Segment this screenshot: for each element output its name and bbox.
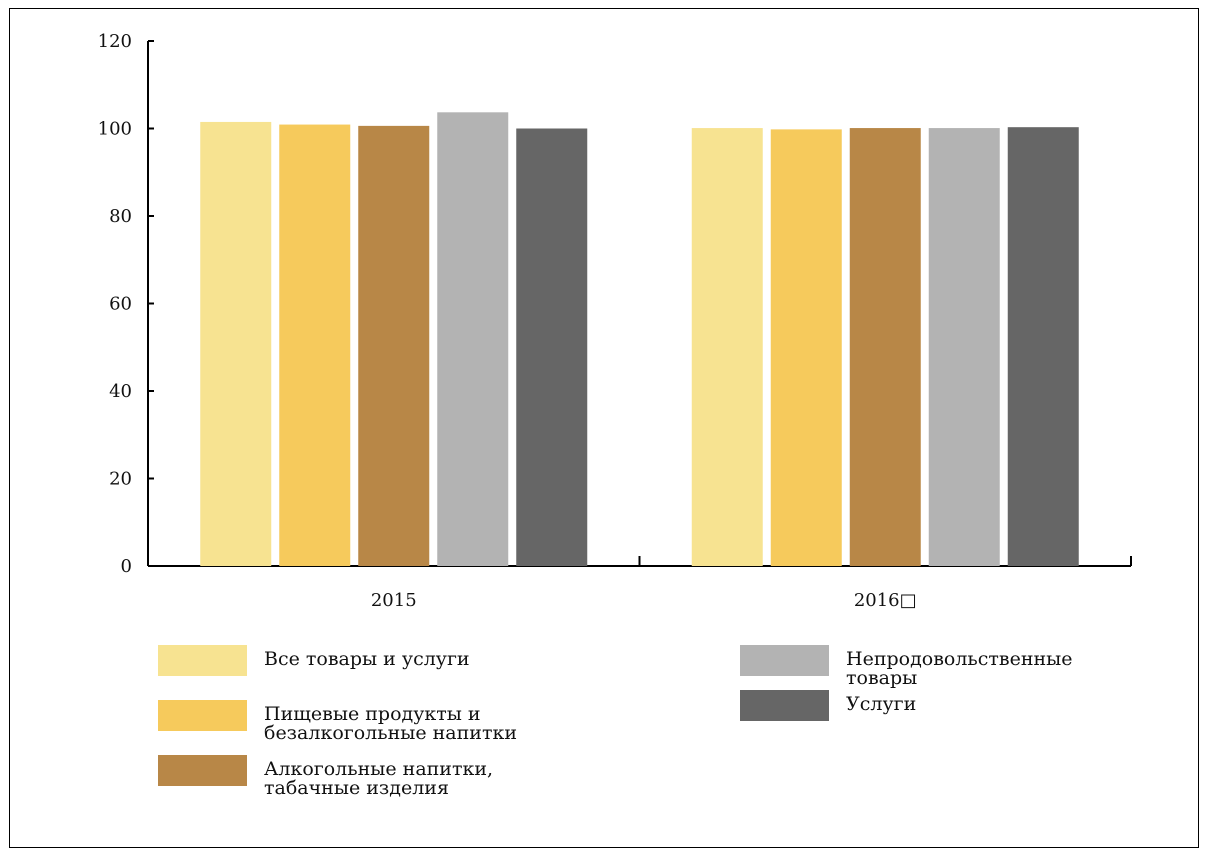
bar — [279, 124, 351, 566]
bar-chart: 0 20 40 60 80 100 120 2015 2016□ — [98, 31, 1132, 611]
bar — [928, 128, 1000, 566]
y-tick-label: 80 — [109, 206, 132, 227]
bar — [1007, 127, 1079, 566]
bar — [691, 128, 763, 566]
legend-item: Услуги — [740, 690, 1136, 721]
bar — [770, 129, 842, 566]
legend-label: Все товары и услуги — [264, 648, 470, 670]
legend-swatch — [158, 755, 247, 786]
bar — [516, 128, 588, 566]
legend-label: Услуги — [846, 693, 917, 715]
y-tick-label: 40 — [109, 381, 132, 402]
x-tick-label: 2015 — [371, 590, 417, 611]
y-tick-label: 0 — [121, 556, 132, 577]
x-tick-label: 2016□ — [854, 590, 917, 611]
legend-swatch — [740, 690, 829, 721]
bars — [200, 112, 1079, 566]
legend-item: Все товары и услуги — [158, 645, 554, 676]
bar — [358, 125, 430, 566]
tick-labels: 0 20 40 60 80 100 120 2015 2016□ — [98, 31, 917, 611]
legend-label: Непродовольственные товары — [846, 648, 1073, 689]
legend-swatch — [158, 700, 247, 731]
legend-label: Пищевые продукты и безалкогольные напитк… — [264, 703, 518, 744]
y-tick-label: 60 — [109, 294, 132, 315]
y-tick-label: 100 — [98, 119, 132, 140]
bar — [849, 128, 921, 566]
bar — [200, 121, 272, 566]
legend-item: Пищевые продукты и безалкогольные напитк… — [158, 700, 554, 743]
y-tick-label: 120 — [98, 31, 132, 52]
legend-swatch — [158, 645, 247, 676]
legend-label: Алкогольные напитки, табачные изделия — [264, 758, 494, 799]
legend-swatch — [740, 645, 829, 676]
bar — [437, 112, 509, 566]
legend-item: Алкогольные напитки, табачные изделия — [158, 755, 554, 798]
y-tick-label: 20 — [109, 469, 132, 490]
legend-item: Непродовольственные товары — [740, 645, 1136, 688]
